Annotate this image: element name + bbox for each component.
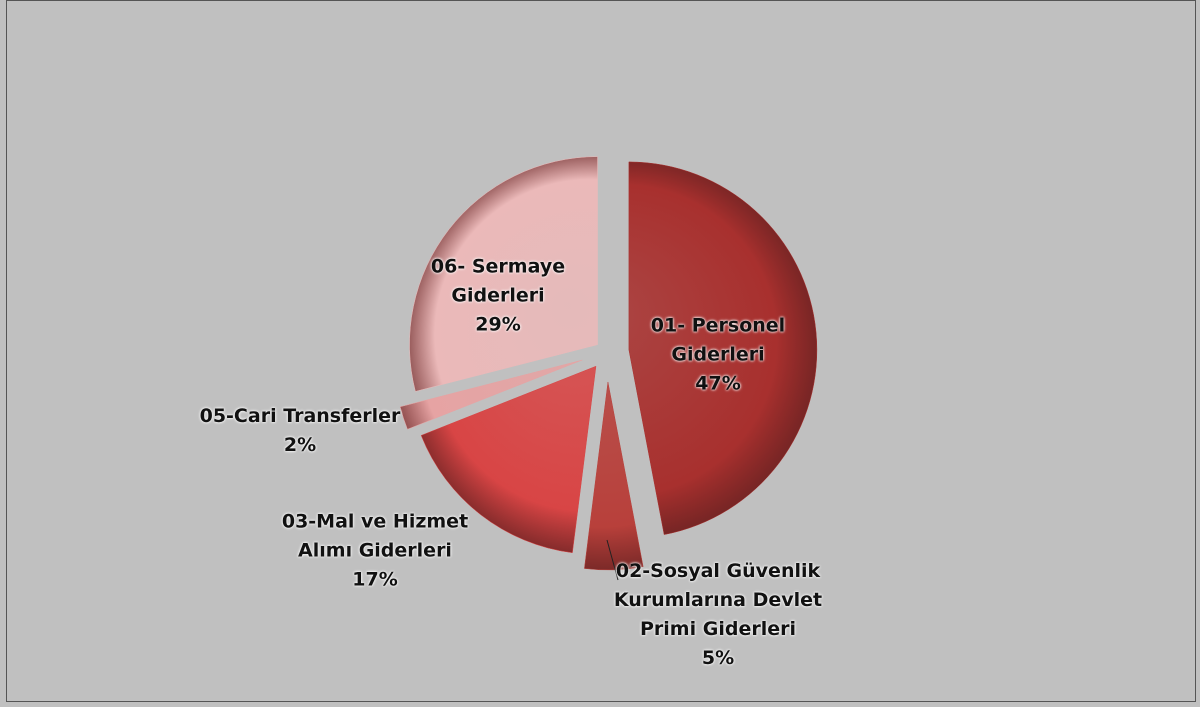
category-label: 06- Sermaye Giderleri xyxy=(430,255,566,307)
category-label: 03-Mal ve Hizmet Alımı Giderleri xyxy=(281,510,469,562)
value-label: 47% xyxy=(695,372,741,395)
pie-slice xyxy=(584,381,644,571)
category-label: 02-Sosyal Güvenlik Kurumlarına Devlet Pr… xyxy=(613,560,823,640)
data-label: 06- Sermaye Giderleri 29% xyxy=(423,253,573,340)
data-label: 03-Mal ve Hizmet Alımı Giderleri 17% xyxy=(260,508,490,595)
category-label: 01- Personel Giderleri xyxy=(650,314,786,366)
pie-slice xyxy=(399,359,583,430)
data-label: 02-Sosyal Güvenlik Kurumlarına Devlet Pr… xyxy=(603,557,833,673)
leader-line xyxy=(606,539,619,581)
value-label: 2% xyxy=(283,434,317,456)
category-label: 05-Cari Transferler xyxy=(199,405,401,427)
pie-slice xyxy=(628,161,818,535)
data-label: 05-Cari Transferler 2% xyxy=(185,402,415,460)
data-label: 01- Personel Giderleri 47% xyxy=(643,312,793,399)
pie-slice xyxy=(420,365,597,554)
value-label: 29% xyxy=(475,313,521,336)
chart-frame xyxy=(6,0,1196,702)
value-label: 17% xyxy=(352,568,398,591)
pie-slice xyxy=(409,156,598,392)
value-label: 5% xyxy=(701,647,735,669)
